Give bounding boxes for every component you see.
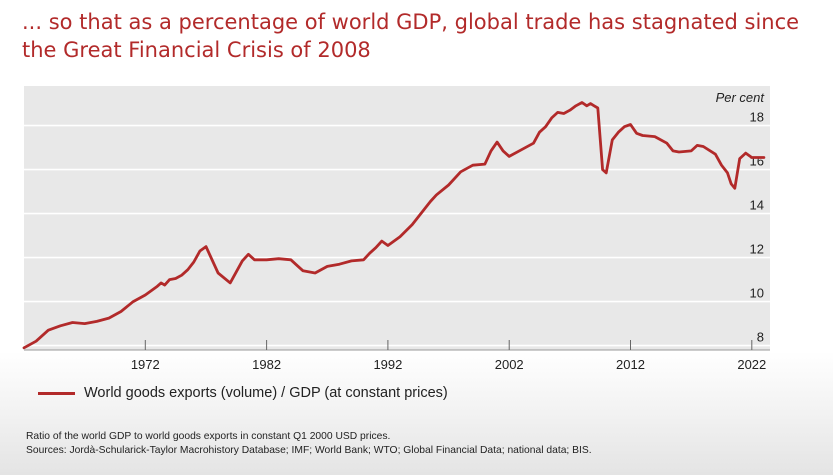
y-tick-label: 8 bbox=[757, 330, 764, 345]
y-tick-label: 14 bbox=[750, 198, 764, 213]
legend: World goods exports (volume) / GDP (at c… bbox=[38, 383, 448, 403]
headline: ... so that as a percentage of world GDP… bbox=[22, 10, 800, 62]
x-tick-label: 1982 bbox=[252, 357, 281, 372]
x-tick-label: 2002 bbox=[495, 357, 524, 372]
footnotes: Ratio of the world GDP to world goods ex… bbox=[26, 430, 592, 458]
y-tick-label: 12 bbox=[750, 242, 764, 257]
y-tick-label: 18 bbox=[750, 110, 764, 125]
x-tick-label: 2022 bbox=[737, 357, 766, 372]
plot-background bbox=[24, 86, 770, 350]
x-axis: 1972 1982 1992 2002 2012 2022 bbox=[24, 340, 770, 372]
legend-label: World goods exports (volume) / GDP (at c… bbox=[84, 385, 448, 401]
series-layer bbox=[22, 101, 766, 350]
x-tick-label: 2012 bbox=[616, 357, 645, 372]
y-tick-label: 10 bbox=[750, 286, 764, 301]
legend-swatch bbox=[38, 391, 75, 395]
series-line-0 bbox=[22, 101, 766, 350]
x-tick-label: 1992 bbox=[373, 357, 402, 372]
footnote-method: Ratio of the world GDP to world goods ex… bbox=[26, 431, 391, 442]
y-axis-label: Per cent bbox=[716, 90, 766, 105]
x-tick-label: 1972 bbox=[131, 357, 160, 372]
footnote-sources: Sources: Jordà-Schularick-Taylor Macrohi… bbox=[26, 445, 592, 456]
grid-lines bbox=[24, 124, 770, 347]
